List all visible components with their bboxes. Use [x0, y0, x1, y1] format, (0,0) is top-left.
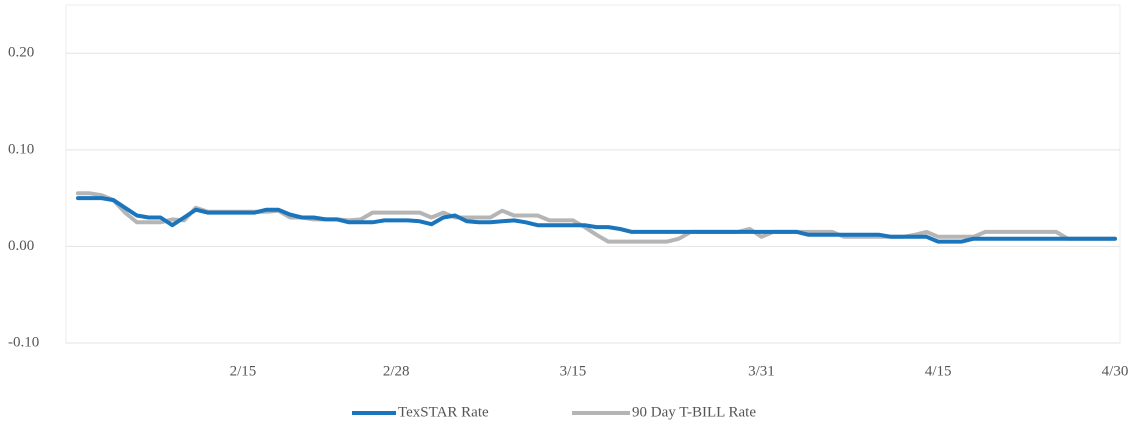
- legend-label: 90 Day T-BILL Rate: [632, 404, 756, 420]
- y-tick-label: 0.20: [8, 45, 34, 61]
- y-tick-label: 0.00: [8, 238, 34, 254]
- line-series: [76, 196, 1117, 244]
- x-tick-label: 3/31: [748, 363, 775, 379]
- x-tick-label: 2/28: [383, 363, 410, 379]
- y-tick-label: -0.10: [8, 334, 39, 350]
- line-series: [76, 191, 1117, 244]
- y-tick-label: 0.10: [8, 141, 34, 157]
- plot-area: [65, 4, 1121, 344]
- x-tick-label: 2/15: [230, 363, 257, 379]
- legend-label: TexSTAR Rate: [398, 404, 489, 420]
- x-tick-label: 4/15: [925, 363, 952, 379]
- x-tick-label: 3/15: [560, 363, 587, 379]
- x-tick-label: 4/30: [1102, 363, 1129, 379]
